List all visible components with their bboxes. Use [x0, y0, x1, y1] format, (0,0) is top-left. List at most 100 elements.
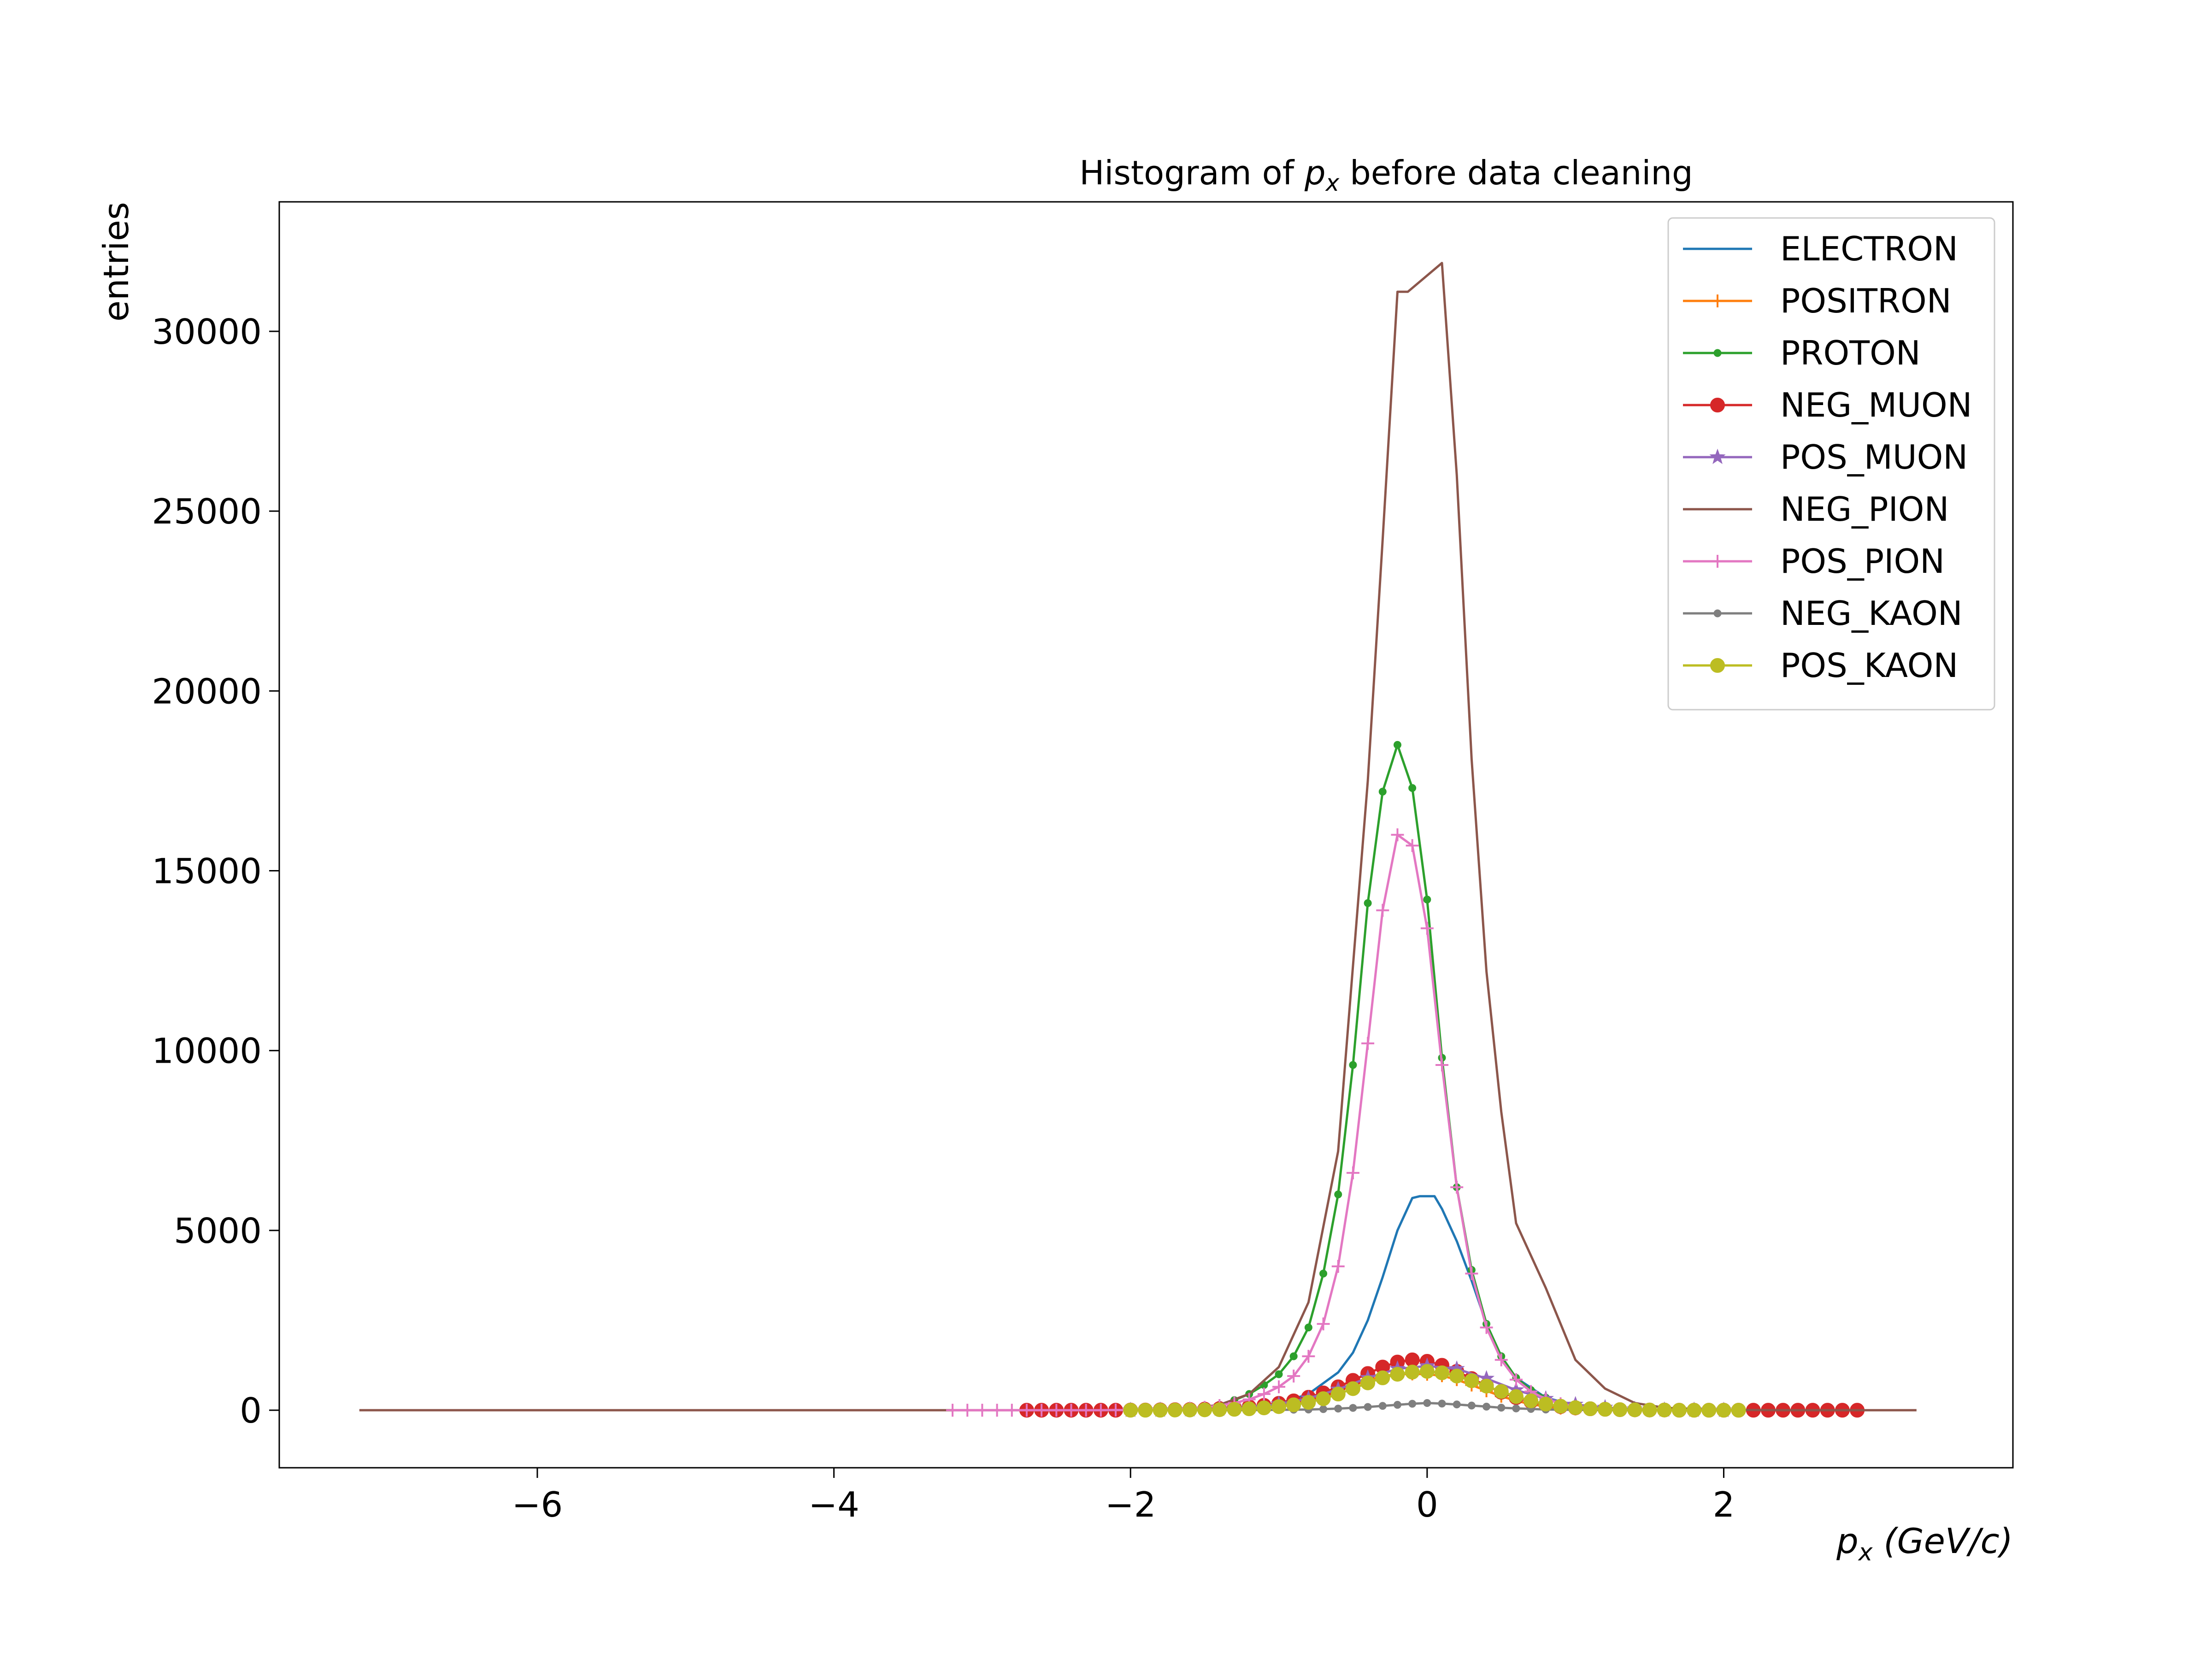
- legend-item-pos-pion: POS_PION: [1683, 542, 1945, 581]
- legend: ELECTRON POSITRON PROTON NEG_MUON POS_MUON NE…: [1667, 217, 1995, 711]
- x-tick-label: −6: [512, 1484, 563, 1525]
- data-point-neg-kaon: [1378, 1402, 1387, 1410]
- data-point-pos-kaon: [1360, 1375, 1376, 1390]
- data-point-pos-kaon: [1568, 1400, 1583, 1415]
- data-point-pos-pion: [1406, 839, 1419, 852]
- data-point-pos-pion: [1494, 1353, 1508, 1366]
- y-axis-label: entries: [96, 202, 136, 322]
- data-point-neg-kaon: [1467, 1401, 1476, 1410]
- plot-area: [359, 262, 1917, 1418]
- data-point-pos-pion: [1361, 1037, 1375, 1050]
- data-point-pos-pion: [1302, 1350, 1315, 1363]
- data-point-pos-kaon: [1138, 1403, 1153, 1418]
- data-point-pos-kaon: [1153, 1403, 1168, 1418]
- legend-label: NEG_KAON: [1780, 594, 1963, 633]
- data-point-pos-kaon: [1227, 1402, 1242, 1417]
- data-point-pos-pion: [1094, 1404, 1107, 1417]
- data-point-pos-pion: [1480, 1321, 1493, 1334]
- data-point-pos-kaon: [1671, 1403, 1687, 1418]
- legend-label: NEG_MUON: [1780, 386, 1972, 424]
- x-tick-label: −4: [808, 1484, 859, 1525]
- data-point-pos-kaon: [1435, 1365, 1450, 1380]
- legend-marker: [1711, 294, 1724, 307]
- data-point-pos-kaon: [1419, 1364, 1435, 1379]
- data-point-pos-kaon: [1256, 1400, 1271, 1416]
- data-point-pos-kaon: [1479, 1378, 1494, 1394]
- data-point-neg-kaon: [1512, 1404, 1520, 1412]
- data-point-neg-kaon: [1438, 1400, 1446, 1408]
- data-point-pos-pion: [1435, 1058, 1449, 1071]
- legend-marker: [1713, 609, 1722, 618]
- data-point-pos-kaon: [1212, 1402, 1227, 1417]
- data-point-neg-kaon: [1319, 1405, 1328, 1413]
- y-tick-label: 30000: [152, 312, 262, 352]
- chart-title-subscript: x: [1325, 170, 1340, 196]
- data-point-pos-kaon: [1524, 1393, 1539, 1408]
- legend-label: POSITRON: [1780, 282, 1952, 320]
- y-tick-label: 20000: [152, 671, 262, 712]
- data-point-pos-kaon: [1701, 1403, 1717, 1418]
- data-point-neg-kaon: [1453, 1400, 1461, 1409]
- legend-label: POS_KAON: [1780, 646, 1958, 685]
- data-point-pos-kaon: [1345, 1381, 1360, 1396]
- legend-label: PROTON: [1780, 334, 1921, 372]
- data-point-pos-pion: [961, 1404, 974, 1417]
- chart-title-symbol: p: [1304, 153, 1326, 192]
- data-point-neg-kaon: [1497, 1404, 1506, 1412]
- legend-item-positron: POSITRON: [1683, 282, 1952, 320]
- legend-item-neg-pion: NEG_PION: [1683, 490, 1949, 529]
- data-point-pos-kaon: [1494, 1384, 1509, 1399]
- legend-marker: [1713, 349, 1722, 357]
- data-point-neg-kaon: [1423, 1399, 1431, 1407]
- y-tick-label: 0: [240, 1390, 262, 1431]
- data-point-pos-kaon: [1612, 1402, 1628, 1417]
- x-axis-label-unit: (GeV/c): [1873, 1521, 2013, 1561]
- data-point-pos-pion: [1065, 1404, 1078, 1417]
- data-point-pos-pion: [1257, 1388, 1271, 1401]
- x-axis-label-symbol: p: [1836, 1521, 1859, 1561]
- x-tick-label: 0: [1416, 1484, 1438, 1525]
- data-point-pos-kaon: [1182, 1402, 1197, 1418]
- data-point-pos-pion: [1331, 1259, 1345, 1273]
- data-point-pos-pion: [1391, 828, 1404, 841]
- x-axis-label: px (GeV/c): [1836, 1521, 2013, 1566]
- chart-title-suffix: before data cleaning: [1339, 153, 1693, 192]
- data-point-pos-pion: [1005, 1404, 1018, 1417]
- x-tick-label: 2: [1713, 1484, 1735, 1525]
- data-point-pos-kaon: [1390, 1367, 1405, 1382]
- data-point-pos-pion: [1050, 1404, 1063, 1417]
- data-point-pos-kaon: [1286, 1397, 1301, 1412]
- legend-item-neg-muon: NEG_MUON: [1683, 386, 1972, 424]
- x-tick-label: −2: [1105, 1484, 1156, 1525]
- data-point-pos-pion: [1450, 1181, 1464, 1194]
- data-point-pos-pion: [1020, 1404, 1033, 1417]
- x-axis-label-subscript: x: [1858, 1539, 1873, 1566]
- data-point-pos-kaon: [1375, 1370, 1390, 1385]
- data-point-proton: [1408, 784, 1417, 792]
- legend-marker: [1711, 555, 1724, 568]
- data-point-proton: [1423, 895, 1431, 904]
- data-point-neg-kaon: [1483, 1402, 1491, 1411]
- data-point-pos-kaon: [1464, 1373, 1479, 1388]
- data-point-pos-pion: [1346, 1166, 1359, 1180]
- data-point-pos-kaon: [1197, 1402, 1212, 1418]
- legend-box: [1667, 217, 1995, 711]
- x-axis-ticks: −6 −4 −2 0 2: [512, 1468, 1735, 1525]
- data-point-proton: [1275, 1370, 1283, 1378]
- data-point-pos-kaon: [1538, 1396, 1553, 1412]
- data-point-pos-kaon: [1271, 1399, 1287, 1414]
- data-point-pos-pion: [946, 1404, 959, 1417]
- legend-item-neg-kaon: NEG_KAON: [1683, 594, 1963, 633]
- data-point-pos-pion: [1509, 1373, 1523, 1386]
- legend-marker: [1709, 448, 1726, 464]
- data-point-pos-kaon: [1301, 1394, 1316, 1410]
- data-point-pos-kaon: [1687, 1403, 1702, 1418]
- y-tick-label: 15000: [152, 851, 262, 892]
- data-point-pos-kaon: [1598, 1402, 1613, 1417]
- series-pos-kaon: [1123, 1364, 1746, 1418]
- data-point-pos-pion: [1272, 1380, 1286, 1394]
- data-point-proton: [1393, 741, 1401, 749]
- data-point-neg-kaon: [1364, 1403, 1372, 1411]
- data-point-proton: [1378, 788, 1387, 796]
